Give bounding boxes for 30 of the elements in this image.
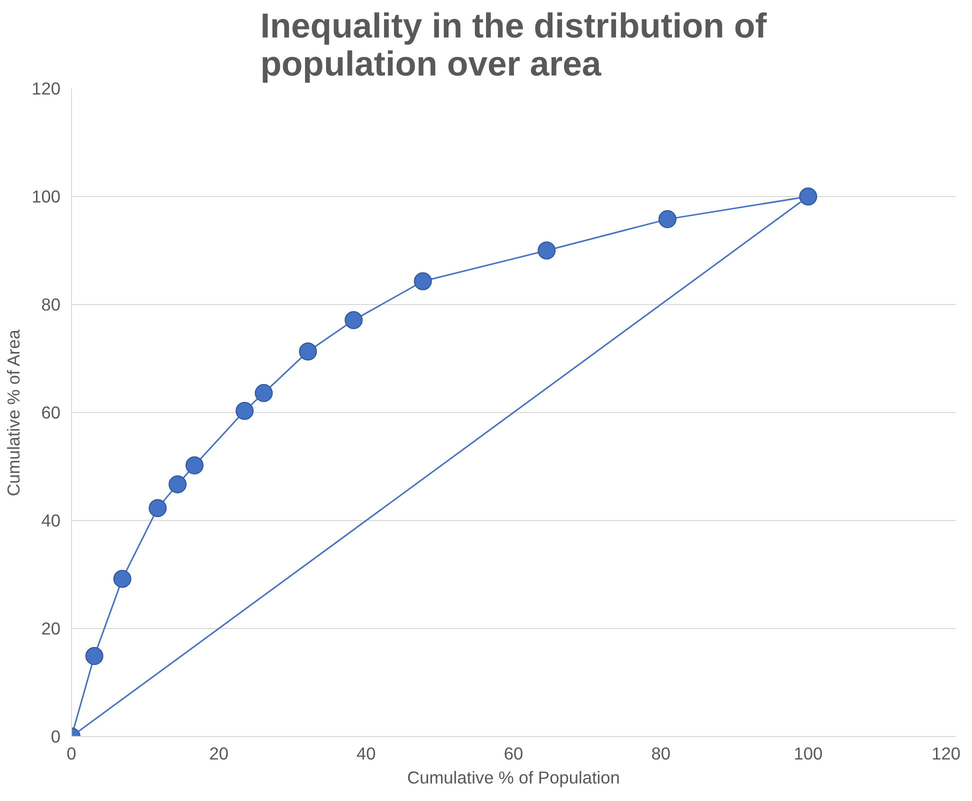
point [538, 242, 556, 260]
y-tick-label: 100 [32, 186, 61, 206]
point [799, 188, 818, 206]
point [344, 311, 363, 330]
point [113, 570, 132, 588]
x-tick-label: 100 [794, 744, 823, 764]
y-tick-label: 20 [41, 618, 61, 638]
point [254, 384, 273, 402]
point [168, 475, 187, 494]
point [186, 456, 204, 474]
y-tick-label: 120 [32, 78, 61, 98]
chart-title: Inequality in the distribution of population over area [260, 8, 768, 84]
point [298, 342, 317, 360]
y-tick-label: 60 [41, 402, 61, 422]
point [85, 647, 104, 666]
x-tick-label: 0 [66, 744, 76, 764]
x-tick-label: 80 [651, 744, 670, 764]
x-tick-label: 60 [504, 744, 524, 764]
y-tick-label: 40 [41, 510, 61, 530]
point [414, 272, 432, 290]
x-tick-label: 20 [209, 744, 228, 764]
y-axis-title: Cumulative % of Area [4, 329, 24, 496]
point [658, 210, 676, 228]
x-axis-title: Cumulative % of Population [407, 768, 620, 788]
y-tick-label: 0 [50, 726, 61, 746]
x-tick-label: 120 [932, 744, 961, 764]
y-tick-label: 80 [41, 294, 61, 314]
point [236, 402, 254, 420]
x-tick-label: 40 [356, 744, 376, 764]
point [148, 499, 167, 518]
